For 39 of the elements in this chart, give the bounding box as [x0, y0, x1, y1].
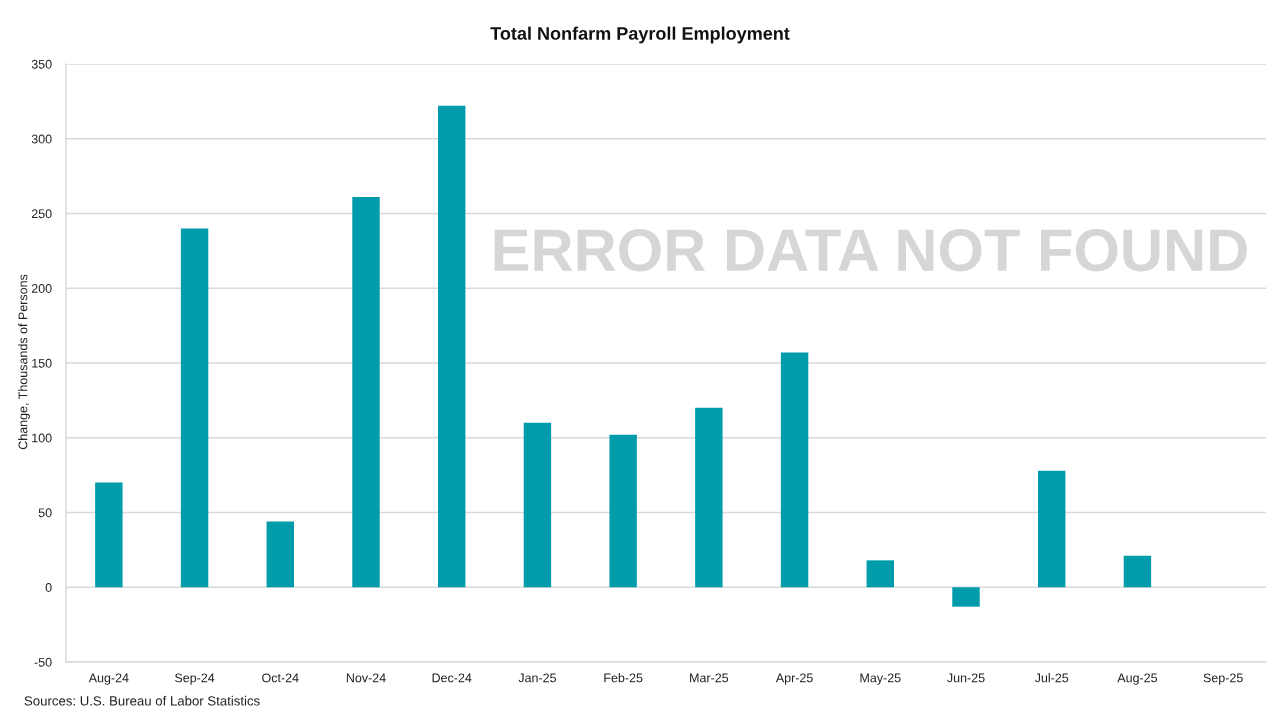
chart-title: Total Nonfarm Payroll Employment [490, 26, 790, 44]
bar [866, 560, 894, 588]
x-tick-label: Aug-24 [88, 673, 129, 685]
bar [609, 434, 637, 588]
y-tick-label: 250 [31, 209, 52, 219]
y-tick-label: 50 [38, 508, 52, 518]
y-axis-title: Change, Thousands of Persons [18, 274, 30, 450]
x-tick-label: Oct-24 [262, 673, 299, 683]
x-tick-label: Sep-25 [1203, 673, 1243, 685]
source-note: Sources: U.S. Bureau of Labor Statistics [24, 695, 260, 706]
x-tick-label: Jul-25 [1034, 673, 1069, 683]
y-tick-label: 0 [45, 583, 52, 592]
y-tick-label: -50 [34, 657, 52, 667]
bar [180, 228, 209, 588]
x-tick-label: Aug-25 [1117, 673, 1158, 685]
x-tick-label: Sep-24 [174, 673, 215, 685]
bar [1038, 470, 1066, 588]
y-tick-label: 350 [31, 59, 52, 69]
x-tick-label: Apr-25 [775, 673, 813, 685]
y-tick-label: 300 [31, 134, 52, 144]
y-tick-label: 200 [31, 284, 52, 293]
bar [438, 105, 466, 588]
x-tick-label: Nov-24 [346, 673, 386, 683]
x-tick-label: Jun-25 [947, 673, 985, 683]
bar [780, 352, 809, 588]
bar [523, 422, 552, 588]
y-tick-label: 100 [32, 433, 52, 443]
x-tick-label: Dec-24 [432, 673, 472, 683]
bar [952, 587, 980, 607]
bar [352, 197, 380, 588]
x-tick-label: May-25 [860, 673, 901, 685]
bar [695, 407, 723, 588]
y-tick-label: 150 [32, 358, 52, 368]
bar [266, 521, 294, 588]
x-tick-label: Feb-25 [604, 673, 643, 683]
x-tick-label: Jan-25 [518, 673, 557, 683]
bar [1123, 555, 1152, 588]
x-tick-label: Mar-25 [690, 673, 729, 683]
bar [95, 482, 123, 588]
